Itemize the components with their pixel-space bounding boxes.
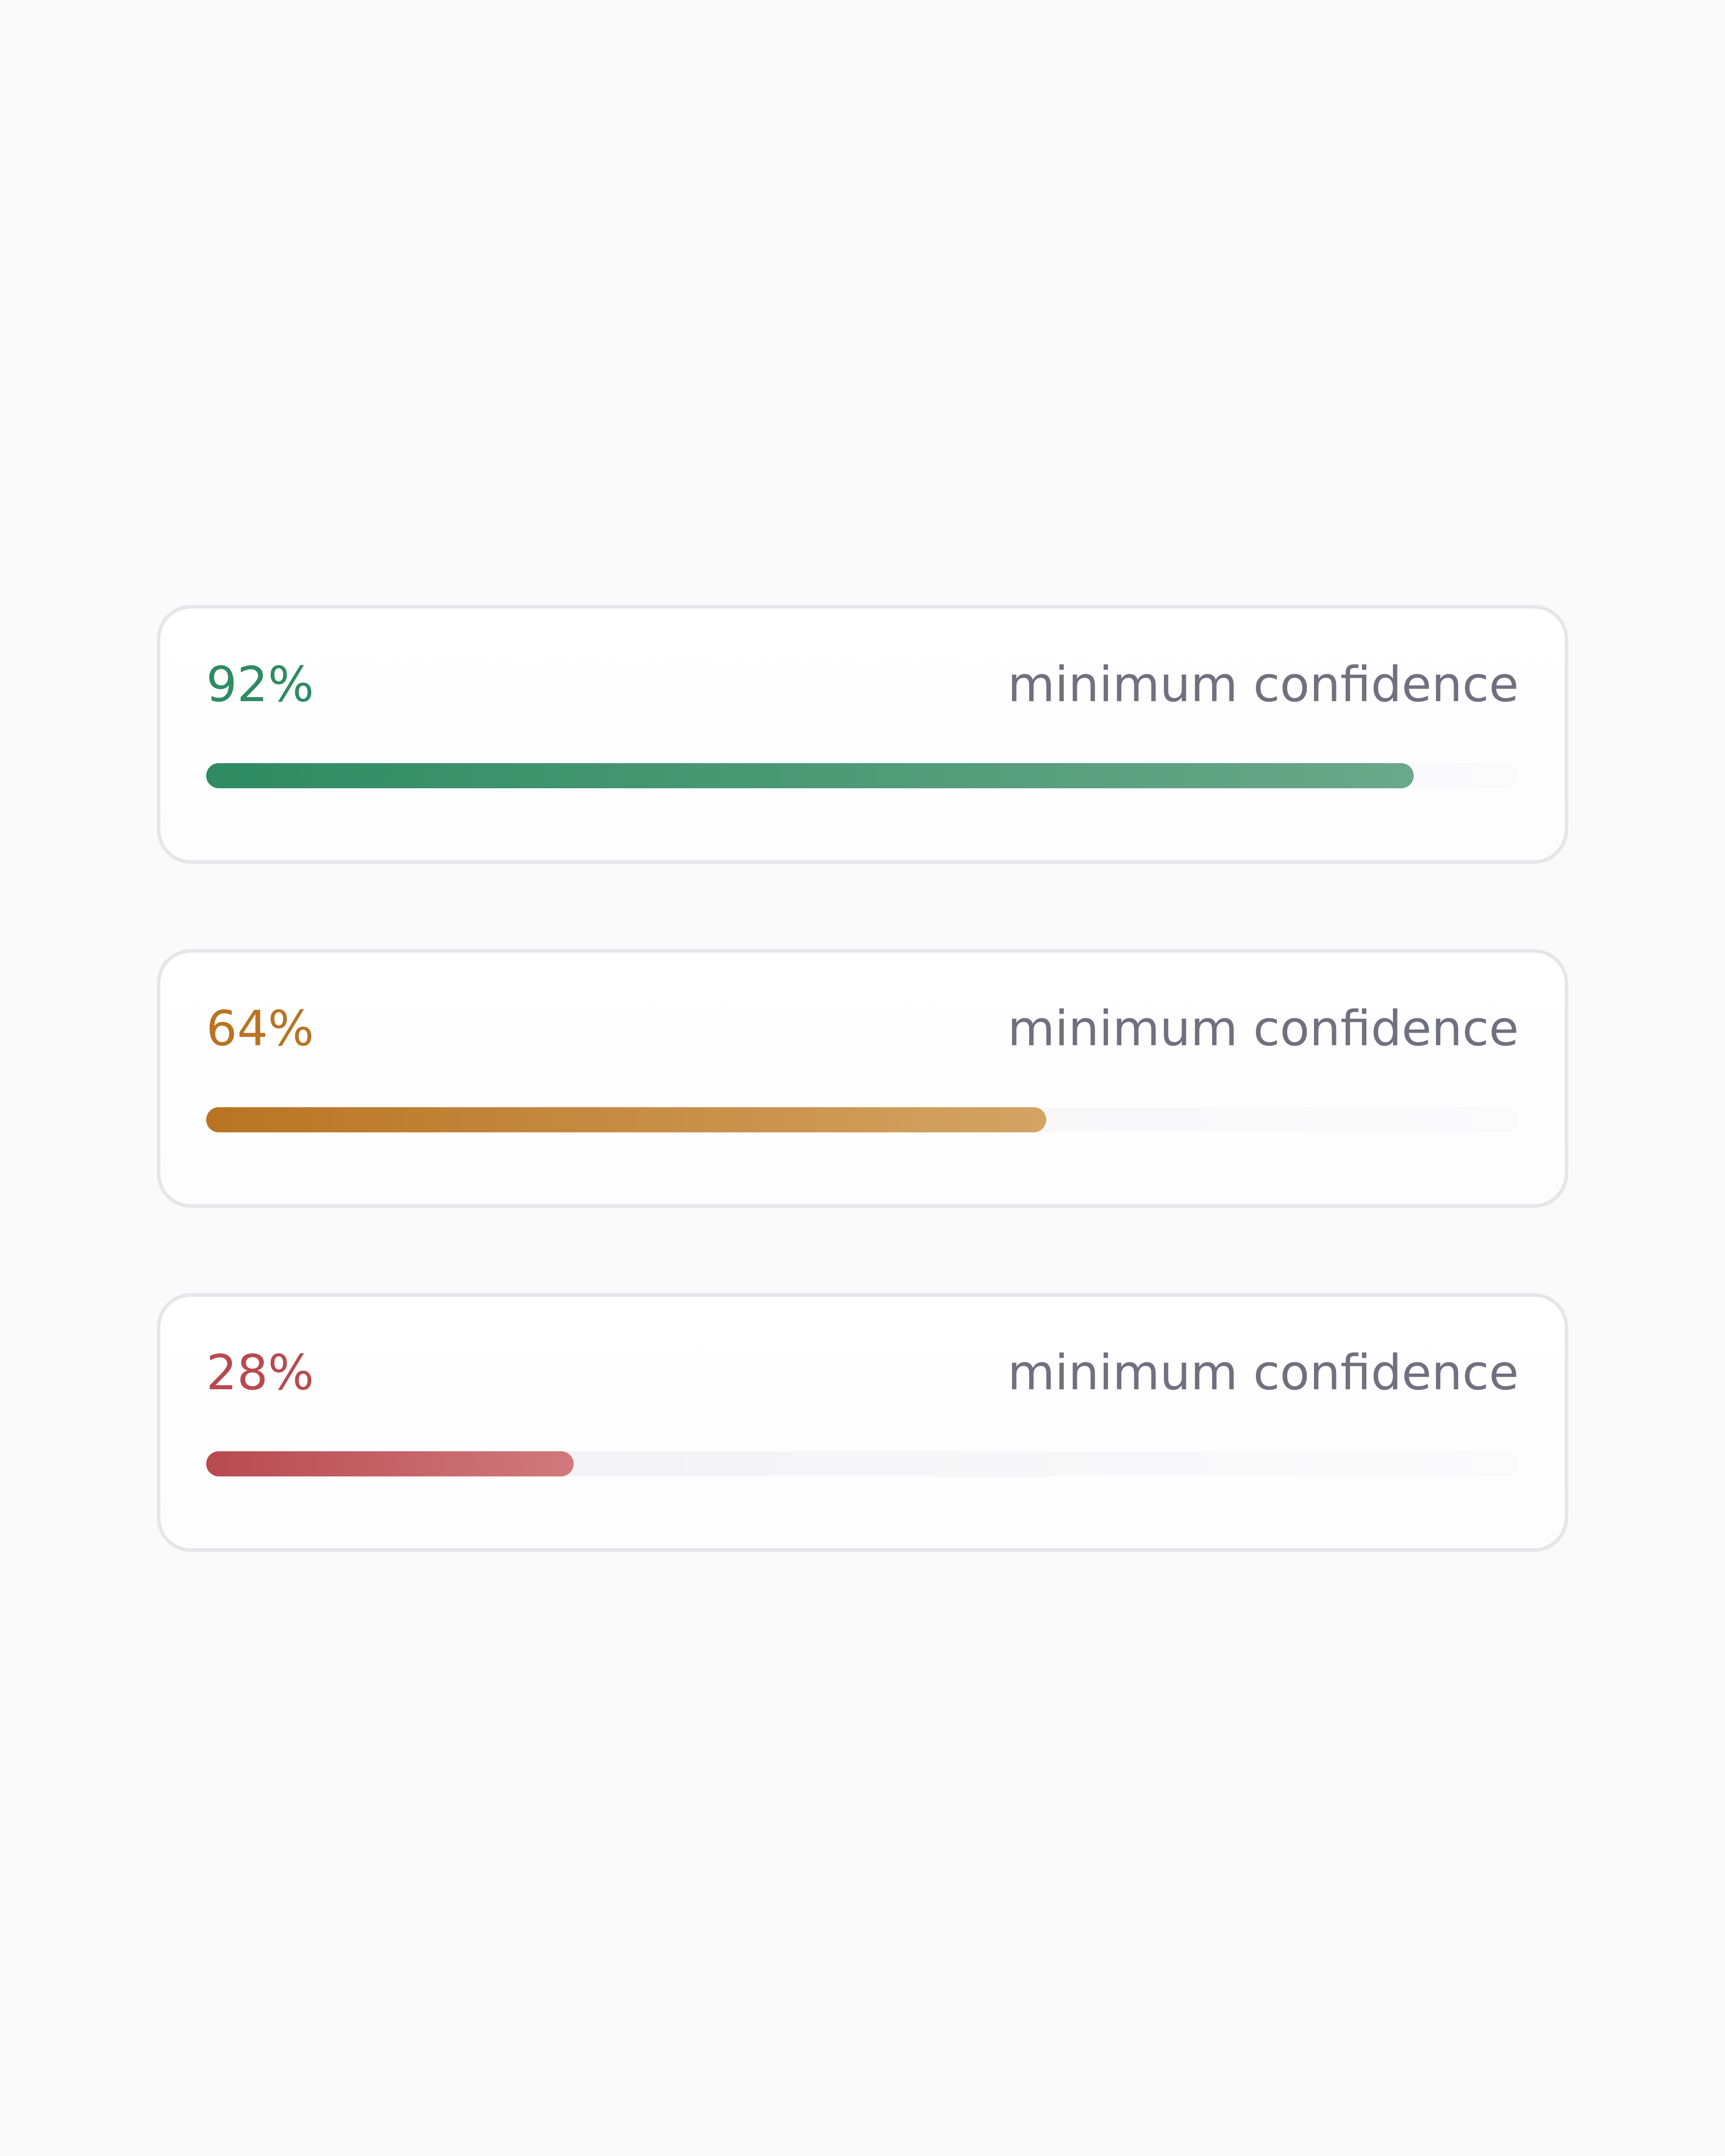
progress-track (206, 763, 1519, 788)
confidence-card: 64% minimum confidence (157, 949, 1568, 1208)
caption: minimum confidence (1007, 1001, 1519, 1057)
progress-fill (206, 1107, 1047, 1132)
confidence-card: 92% minimum confidence (157, 605, 1568, 864)
percentage-label: 64% (206, 1001, 314, 1057)
percentage-label: 28% (206, 1345, 314, 1401)
percentage-label: 92% (206, 657, 314, 713)
caption: minimum confidence (1007, 657, 1519, 713)
progress-track (206, 1451, 1519, 1476)
progress-track (206, 1107, 1519, 1132)
progress-fill (206, 1451, 574, 1476)
progress-fill (206, 763, 1414, 788)
confidence-card: 28% minimum confidence (157, 1293, 1568, 1552)
caption: minimum confidence (1007, 1345, 1519, 1401)
